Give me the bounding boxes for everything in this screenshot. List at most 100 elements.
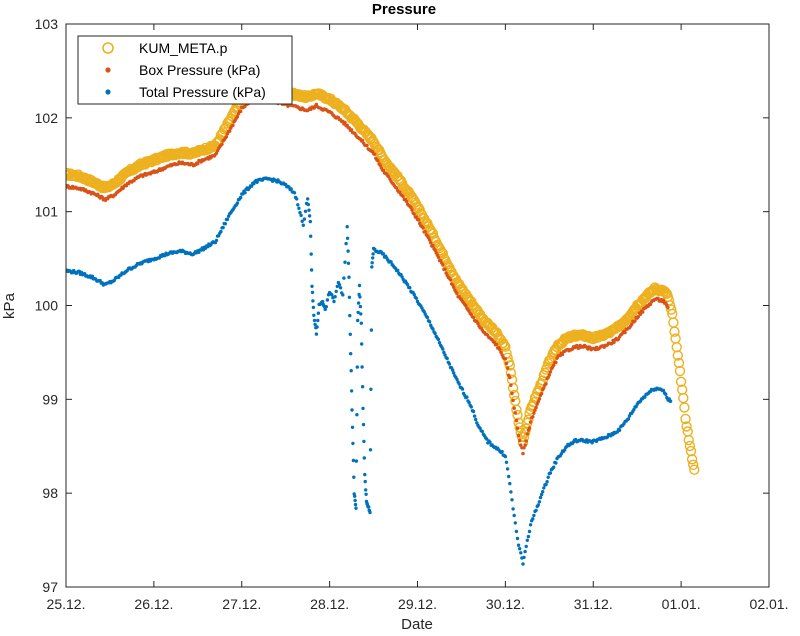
data-point: [296, 203, 300, 207]
data-point: [361, 422, 366, 427]
data-point: [523, 549, 527, 554]
data-point: [526, 534, 531, 539]
data-point: [298, 210, 302, 215]
data-point: [630, 322, 634, 326]
data-point: [396, 268, 400, 272]
data-point: [421, 226, 425, 230]
data-point: [312, 313, 316, 317]
data-point: [509, 490, 513, 494]
data-point: [220, 142, 224, 146]
data-point: [457, 382, 461, 386]
data-point: [534, 508, 538, 513]
data-point: [301, 223, 305, 227]
data-point: [376, 159, 380, 163]
data-point: [686, 454, 698, 465]
data-point: [303, 209, 308, 213]
data-point: [231, 123, 235, 128]
data-point: [505, 467, 510, 471]
x-axis-title: Date: [401, 616, 433, 633]
data-point: [325, 298, 330, 302]
data-point: [249, 184, 254, 188]
data-point: [289, 187, 293, 191]
data-point: [548, 471, 553, 475]
y-tick-label: 100: [35, 298, 59, 314]
data-point: [349, 389, 354, 393]
data-point: [436, 337, 441, 342]
data-point: [523, 443, 527, 447]
data-point: [309, 268, 314, 272]
data-point: [452, 285, 456, 289]
data-point: [412, 292, 416, 297]
data-point: [510, 498, 514, 502]
data-point: [307, 214, 312, 218]
y-tick-label: 101: [35, 204, 59, 220]
data-point: [338, 286, 343, 290]
data-point: [536, 503, 540, 507]
data-point: [370, 265, 374, 269]
data-point: [299, 213, 303, 218]
data-point: [471, 315, 476, 320]
data-point: [370, 261, 374, 265]
data-point: [527, 529, 532, 534]
data-point: [532, 513, 536, 518]
data-point: [350, 408, 354, 412]
data-point: [315, 325, 319, 329]
data-point: [460, 387, 465, 391]
data-point: [659, 286, 670, 297]
data-point: [367, 505, 371, 509]
data-point: [519, 551, 523, 555]
legend-marker-kum-meta: [102, 42, 114, 54]
y-tick-label: 99: [42, 391, 58, 407]
data-point: [552, 465, 556, 469]
data-point: [503, 454, 508, 459]
data-point: [307, 208, 311, 212]
legend: KUM_META.p Box Pressure (kPa) Total Pres…: [77, 35, 293, 105]
data-point: [347, 295, 352, 299]
data-point: [330, 293, 334, 297]
x-tick-label: 28.12.: [310, 596, 349, 612]
data-point: [661, 388, 666, 393]
y-axis-title: kPa: [1, 292, 18, 319]
data-point: [510, 391, 514, 396]
data-point: [636, 315, 640, 319]
data-point: [505, 366, 510, 370]
data-point: [626, 417, 631, 421]
data-point: [441, 263, 445, 267]
data-point: [355, 413, 359, 417]
data-point: [471, 409, 476, 414]
data-point: [433, 331, 437, 336]
data-point: [408, 286, 412, 290]
data-point: [445, 356, 449, 361]
data-point: [359, 321, 363, 325]
data-point: [684, 440, 696, 452]
data-point: [412, 212, 416, 216]
data-point: [539, 492, 544, 497]
data-point: [480, 429, 484, 434]
data-point: [528, 523, 533, 527]
data-point: [353, 502, 358, 507]
data-point: [343, 260, 347, 264]
data-point: [511, 507, 515, 511]
data-point: [452, 371, 456, 375]
data-point: [542, 486, 546, 490]
y-tick-label: 103: [35, 16, 59, 32]
data-point: [541, 490, 545, 494]
data-point: [680, 413, 691, 425]
data-point: [685, 445, 697, 457]
data-point: [355, 365, 359, 369]
data-point: [218, 124, 230, 135]
data-point: [494, 342, 499, 346]
data-point: [239, 109, 243, 114]
data-point: [368, 510, 372, 515]
data-point: [648, 302, 653, 307]
data-point: [323, 307, 327, 312]
data-point: [369, 387, 373, 391]
data-point: [669, 326, 680, 337]
data-point: [316, 318, 320, 323]
data-point: [524, 439, 528, 443]
data-point: [443, 353, 447, 357]
data-point: [306, 202, 310, 207]
data-point: [538, 495, 543, 500]
data-point: [674, 365, 686, 377]
